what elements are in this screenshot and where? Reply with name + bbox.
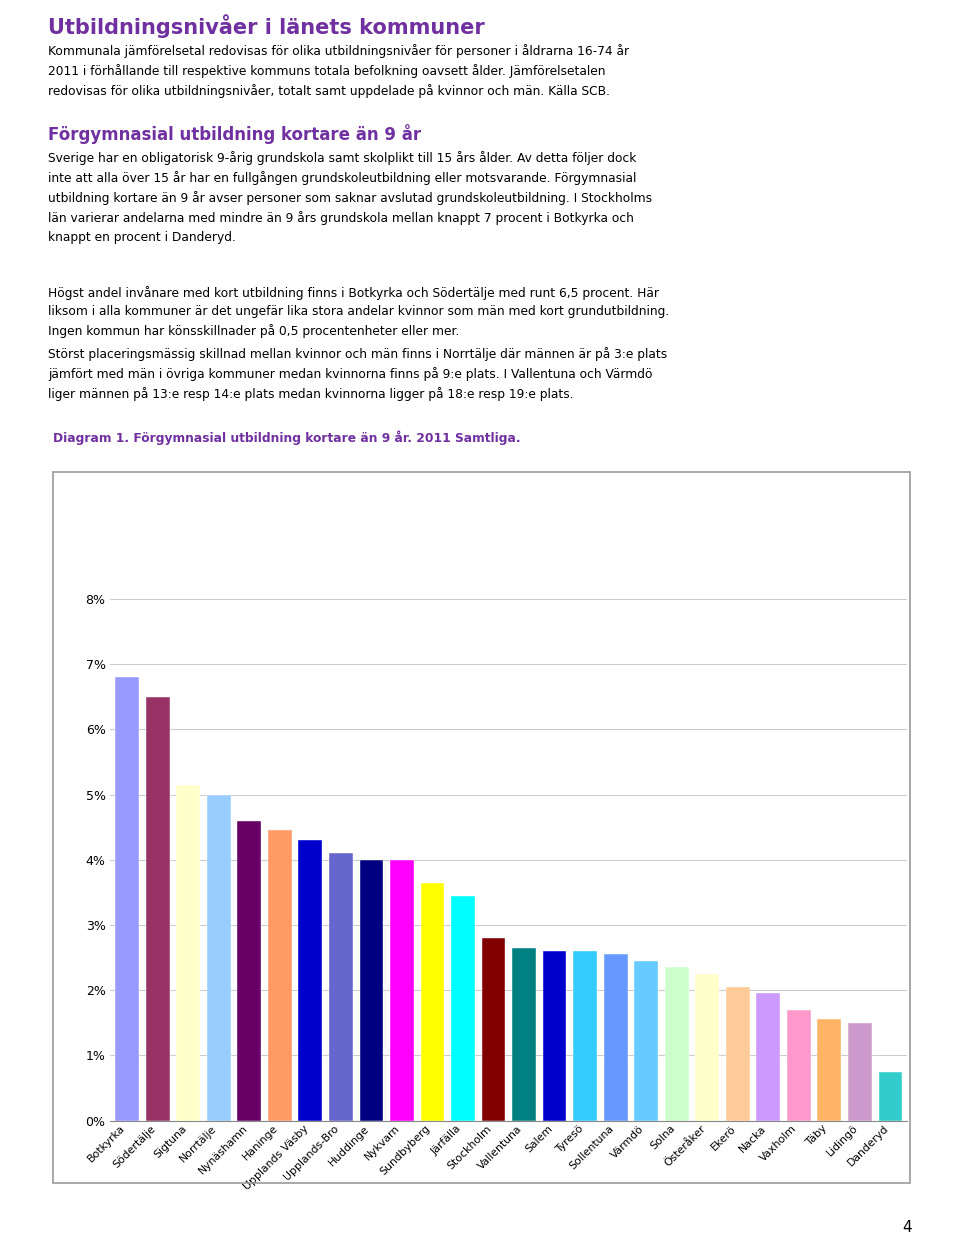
Text: Störst placeringsmässig skillnad mellan kvinnor och män finns i Norrtälje där mä: Störst placeringsmässig skillnad mellan … xyxy=(48,347,667,402)
Bar xyxy=(787,1010,811,1121)
Bar xyxy=(878,1071,902,1121)
Text: Förgymnasial utbildning kortare än 9 år: Förgymnasial utbildning kortare än 9 år xyxy=(48,123,421,144)
Text: Diagram 1. Förgymnasial utbildning kortare än 9 år. 2011 Samtliga.: Diagram 1. Förgymnasial utbildning korta… xyxy=(53,431,520,446)
Bar xyxy=(451,895,475,1121)
Bar xyxy=(756,993,780,1121)
Bar xyxy=(299,840,323,1121)
Bar xyxy=(604,954,628,1121)
Text: Kommunala jämförelsetal redovisas för olika utbildningsnivåer för personer i åld: Kommunala jämförelsetal redovisas för ol… xyxy=(48,44,629,98)
Bar xyxy=(726,987,750,1121)
Text: Sverige har en obligatorisk 9-årig grundskola samt skolplikt till 15 års ålder. : Sverige har en obligatorisk 9-årig grund… xyxy=(48,151,652,243)
Bar xyxy=(268,831,292,1121)
Bar xyxy=(237,821,261,1121)
Bar xyxy=(512,948,536,1121)
Bar xyxy=(695,974,719,1121)
Text: Utbildningsnivåer i länets kommuner: Utbildningsnivåer i länets kommuner xyxy=(48,14,485,38)
Bar xyxy=(573,951,597,1121)
Bar xyxy=(665,967,688,1121)
Bar xyxy=(206,794,230,1121)
Bar xyxy=(635,961,659,1121)
Bar xyxy=(390,860,414,1121)
Bar xyxy=(115,677,139,1121)
Bar xyxy=(329,854,352,1121)
Bar xyxy=(482,938,506,1121)
Text: Högst andel invånare med kort utbildning finns i Botkyrka och Södertälje med run: Högst andel invånare med kort utbildning… xyxy=(48,286,669,337)
Bar xyxy=(542,951,566,1121)
Bar xyxy=(420,883,444,1121)
Bar xyxy=(177,784,200,1121)
Bar xyxy=(146,697,170,1121)
Bar xyxy=(848,1022,872,1121)
Bar xyxy=(818,1020,841,1121)
Text: 4: 4 xyxy=(902,1220,912,1235)
Bar xyxy=(359,860,383,1121)
